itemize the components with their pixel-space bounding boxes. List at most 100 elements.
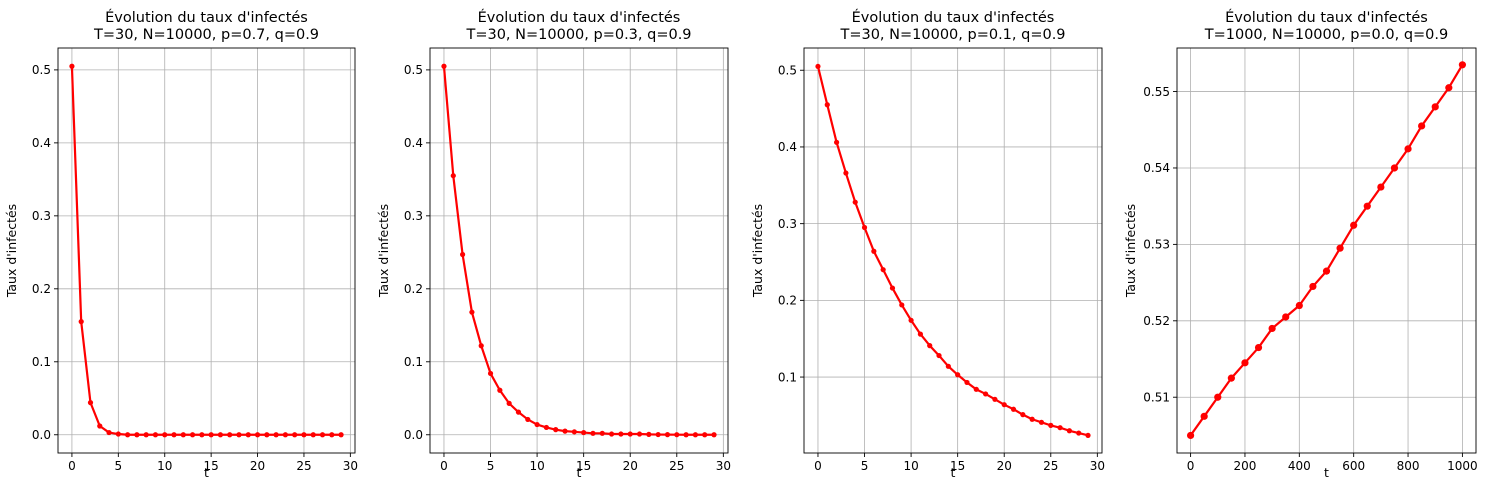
chart-title: Évolution du taux d'infectés [1225, 9, 1428, 26]
data-point [1066, 428, 1073, 434]
y-tick-label: 0.2 [32, 282, 51, 296]
data-point [515, 409, 522, 415]
y-tick-label: 0.1 [32, 355, 51, 369]
x-tick-label: 200 [1234, 459, 1257, 473]
data-point [1241, 359, 1249, 367]
data-point [955, 372, 961, 378]
data-point [1390, 164, 1399, 172]
data-point [469, 309, 475, 315]
y-tick-label: 0.2 [778, 294, 797, 308]
y-tick-label: 0.0 [32, 428, 51, 442]
data-point [1057, 425, 1063, 431]
data-point [1309, 282, 1317, 291]
chart-subtitle: T=30, N=10000, p=0.1, q=0.9 [839, 27, 1065, 43]
chart-subtitle: T=30, N=10000, p=0.3, q=0.9 [465, 27, 691, 43]
y-tick-label: 0.54 [1143, 161, 1170, 175]
data-point [852, 199, 858, 205]
y-tick-label: 0.4 [778, 140, 797, 154]
data-point [889, 285, 896, 291]
data-point [171, 432, 177, 438]
data-point [899, 302, 905, 308]
y-tick-label: 0.5 [32, 63, 51, 77]
data-point [450, 173, 456, 179]
data-point [329, 432, 335, 438]
x-tick-label: 15 [204, 459, 219, 473]
x-tick-label: 10 [157, 459, 172, 473]
x-tick-label: 0 [1187, 459, 1195, 473]
data-point [264, 432, 270, 438]
data-point [1038, 419, 1045, 425]
x-tick-label: 25 [296, 459, 311, 473]
chart-title: Évolution du taux d'infectés [478, 9, 681, 26]
data-point [1282, 313, 1290, 321]
data-point [245, 432, 251, 438]
data-point [1377, 183, 1385, 191]
x-tick-label: 30 [1090, 459, 1105, 473]
y-tick-label: 0.1 [404, 355, 423, 369]
x-axis-label: t [204, 465, 209, 480]
data-point [162, 432, 168, 438]
y-tick-label: 0.53 [1143, 238, 1170, 252]
data-point [115, 431, 121, 437]
data-point [871, 248, 877, 254]
axes-frame [429, 47, 729, 454]
series-markers [441, 63, 717, 438]
x-tick-label: 800 [1397, 459, 1420, 473]
grid [804, 48, 1102, 453]
data-point [292, 432, 298, 438]
data-point [78, 319, 84, 325]
y-tick-label: 0.52 [1143, 314, 1170, 328]
data-point [581, 429, 587, 436]
x-tick-label: 25 [669, 459, 684, 473]
data-point [97, 423, 103, 429]
x-tick-label: 25 [1043, 459, 1058, 473]
data-point [824, 102, 830, 108]
x-tick-label: 20 [997, 459, 1012, 473]
x-tick-label: 400 [1288, 459, 1311, 473]
series-line [442, 66, 715, 436]
y-tick-label: 0.5 [778, 63, 797, 77]
data-point [180, 432, 186, 438]
data-point [571, 429, 577, 435]
data-point [1200, 412, 1208, 420]
y-tick-label: 0.4 [32, 136, 51, 150]
y-tick-label: 0.3 [404, 209, 423, 223]
data-point [487, 370, 494, 377]
x-tick-label: 1000 [1447, 459, 1478, 473]
data-point [917, 331, 924, 337]
x-axis-label: t [951, 465, 956, 480]
data-point [227, 432, 233, 438]
y-tick-label: 0.2 [404, 282, 423, 296]
data-point [534, 421, 540, 428]
x-tick-label: 5 [487, 459, 495, 473]
axes-frame [1176, 47, 1477, 454]
data-point [199, 432, 205, 438]
data-point [1350, 221, 1358, 229]
data-point [134, 432, 140, 438]
data-point [152, 432, 159, 438]
y-tick-label: 0.3 [778, 217, 797, 231]
data-point [1322, 267, 1331, 275]
data-point [87, 400, 94, 406]
data-point [69, 63, 75, 69]
data-point [1254, 343, 1263, 352]
data-point [1431, 103, 1439, 111]
data-point [497, 387, 503, 393]
data-point [655, 431, 661, 438]
data-point [189, 432, 196, 438]
y-tick-label: 0.1 [778, 370, 797, 384]
x-tick-label: 15 [950, 459, 965, 473]
data-point [945, 363, 951, 369]
data-point [1001, 402, 1007, 408]
data-point [908, 317, 914, 323]
data-point [1227, 374, 1235, 382]
data-point [927, 343, 933, 349]
data-point [1458, 61, 1467, 69]
data-point [478, 343, 484, 349]
data-point [964, 379, 970, 386]
chart-4: 0 200 400 600 800 1000 0.51 0.52 0.53 0.54 0.55 t Ta… [1123, 9, 1478, 480]
chart-2: 0 5 10 15 20 25 30 0.0 0.1 0.2 0.3 0.4 0.5 t Taux d'in… [376, 9, 731, 480]
x-tick-label: 10 [903, 459, 918, 473]
series-markers [815, 63, 1091, 438]
